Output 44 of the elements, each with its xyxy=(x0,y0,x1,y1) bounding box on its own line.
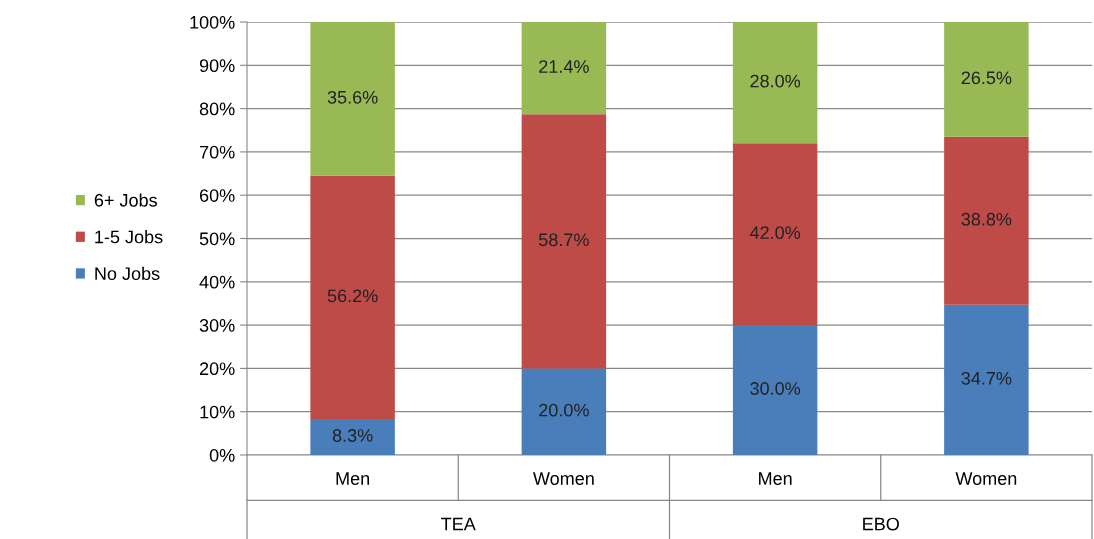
data-label: 38.8% xyxy=(961,212,1012,226)
y-tick-label: 90% xyxy=(199,59,235,73)
data-label: 56.2% xyxy=(327,289,378,303)
y-tick-label: 50% xyxy=(199,232,235,246)
data-label: 34.7% xyxy=(961,371,1012,385)
data-label: 26.5% xyxy=(961,71,1012,85)
data-label: 28.0% xyxy=(750,74,801,88)
bar xyxy=(732,22,818,144)
y-tick-label: 0% xyxy=(209,448,235,462)
bar xyxy=(521,368,607,455)
x-tick-label: Men xyxy=(336,472,370,485)
y-tick-label: 40% xyxy=(199,275,235,289)
text: EBO xyxy=(863,517,899,531)
bar xyxy=(944,304,1029,455)
data-label: 30.0% xyxy=(750,382,801,395)
y-tick-label: 60% xyxy=(199,189,235,202)
y-tick-label: 30% xyxy=(199,319,235,332)
legend-label: 6+ Jobs xyxy=(94,193,157,207)
bar xyxy=(732,143,818,326)
y-tick-label: 70% xyxy=(199,145,235,159)
data-label: 20.0% xyxy=(539,403,589,417)
bar xyxy=(732,325,818,455)
bar xyxy=(310,419,395,455)
legend-label: No Jobs xyxy=(95,266,160,281)
data-label: 8.3% xyxy=(332,429,373,442)
y-tick-label: 20% xyxy=(199,362,235,376)
bar xyxy=(310,22,395,176)
y-tick-label: 10% xyxy=(200,405,235,419)
bar xyxy=(944,22,1029,137)
x-tick-label: Men xyxy=(759,472,792,485)
bar xyxy=(521,22,607,115)
x-tick-label: Women xyxy=(533,472,594,485)
text: TEA xyxy=(441,517,476,531)
bar xyxy=(944,136,1029,305)
y-tick-label: 100% xyxy=(190,15,235,29)
legend-label: 1-5 Jobs xyxy=(95,230,163,244)
data-label: 21.4% xyxy=(539,60,589,73)
data-label: 42.0% xyxy=(749,226,801,240)
data-label: 58.7% xyxy=(539,233,589,247)
bar xyxy=(521,114,607,369)
bar xyxy=(310,175,395,420)
y-tick-label: 80% xyxy=(199,102,235,116)
data-label: 35.6% xyxy=(327,90,378,104)
x-tick-label: Women xyxy=(955,472,1017,485)
